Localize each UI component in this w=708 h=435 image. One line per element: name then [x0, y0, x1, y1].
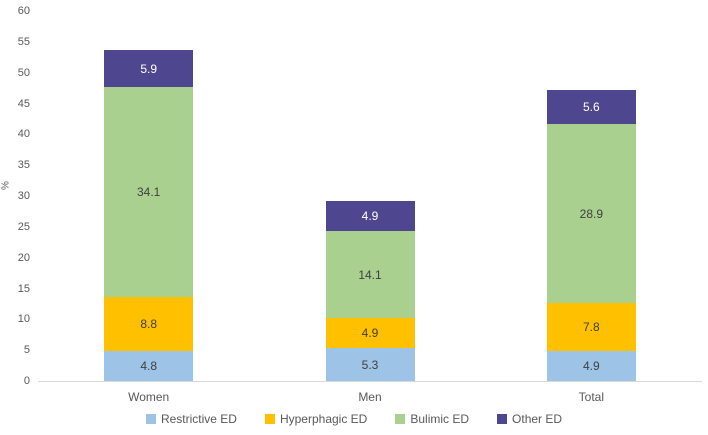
bar-segment-bulimic-ed-men: 14.1 — [325, 231, 415, 319]
bar-segment-restrictive-ed-women: 4.8 — [104, 351, 194, 381]
legend-swatch-icon — [264, 414, 275, 424]
bar-segment-other-ed-total: 5.6 — [546, 89, 636, 125]
data-label: 28.9 — [579, 206, 603, 221]
legend-label: Restrictive ED — [160, 412, 237, 426]
bar-segment-other-ed-women: 5.9 — [104, 50, 194, 87]
y-tick-label: 15 — [17, 282, 30, 295]
legend-swatch-icon — [145, 414, 156, 424]
bar-segment-restrictive-ed-total: 4.9 — [546, 350, 636, 381]
bar-segment-hyperphagic-ed-total: 7.8 — [546, 302, 636, 351]
y-tick-label: 30 — [17, 190, 30, 202]
y-tick-label: 55 — [17, 35, 30, 48]
bar-segment-restrictive-ed-men: 5.3 — [325, 348, 415, 381]
y-tick-label: 25 — [17, 220, 30, 233]
y-tick-label: 40 — [17, 128, 30, 141]
y-tick-label: 60 — [17, 5, 30, 17]
x-axis-label-men: Men — [358, 390, 382, 404]
data-label: 14.1 — [358, 267, 382, 282]
bar-segment-bulimic-ed-total: 28.9 — [546, 124, 636, 303]
data-label: 4.9 — [361, 209, 379, 224]
legend-label: Other ED — [512, 412, 563, 426]
y-tick-label: 50 — [17, 66, 30, 79]
data-label: 5.3 — [361, 357, 379, 372]
legend-swatch-icon — [497, 414, 508, 424]
data-label: 4.8 — [140, 359, 157, 374]
y-tick-label: 10 — [17, 313, 30, 326]
data-label: 7.8 — [582, 319, 600, 334]
legend-item-bulimic-ed: Bulimic ED — [395, 412, 469, 426]
data-label: 34.1 — [136, 184, 161, 199]
data-label: 4.9 — [361, 326, 379, 341]
data-label: 5.9 — [140, 61, 157, 76]
data-label: 5.6 — [582, 100, 600, 115]
legend-item-restrictive-ed: Restrictive ED — [145, 412, 237, 426]
legend-label: Hyperphagic ED — [279, 412, 368, 426]
bar-segment-bulimic-ed-women: 34.1 — [104, 86, 194, 298]
x-axis-label-total: Total — [578, 390, 604, 404]
legend: Restrictive ED Hyperphagic ED Bulimic ED Ot… — [0, 412, 708, 426]
x-axis-line — [38, 381, 702, 382]
data-label: 4.9 — [582, 358, 600, 373]
x-axis-label-women: Women — [128, 390, 170, 404]
bar-segment-other-ed-men: 4.9 — [325, 200, 415, 232]
legend-item-hyperphagic-ed: Hyperphagic ED — [264, 412, 368, 426]
bar-segment-hyperphagic-ed-men: 4.9 — [325, 318, 415, 349]
bar-segment-hyperphagic-ed-women: 8.8 — [104, 297, 194, 352]
y-tick-label: 20 — [17, 251, 30, 264]
legend-item-other-ed: Other ED — [497, 412, 562, 426]
y-tick-label: 45 — [17, 97, 30, 110]
y-tick-label: 35 — [17, 159, 30, 172]
data-label: 8.8 — [140, 317, 157, 332]
legend-swatch-icon — [395, 414, 406, 424]
legend-label: Bulimic ED — [410, 412, 470, 426]
y-tick-label: 0 — [23, 375, 30, 387]
y-tick-label: 5 — [23, 344, 30, 357]
